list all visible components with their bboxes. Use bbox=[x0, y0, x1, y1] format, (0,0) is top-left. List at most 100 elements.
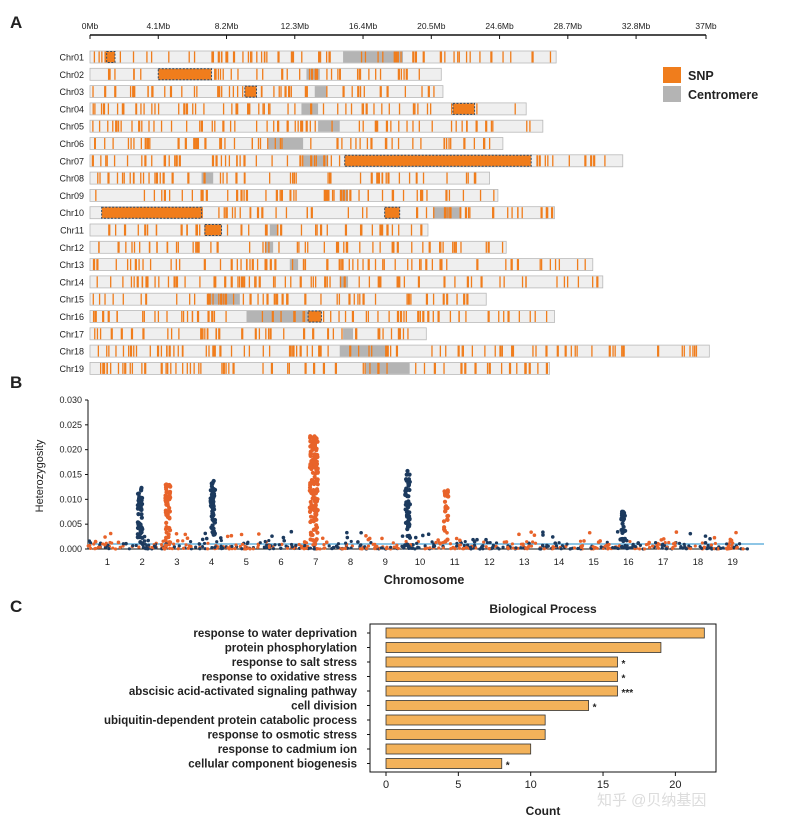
snp-mark bbox=[140, 68, 142, 80]
snp-dense-region bbox=[101, 206, 203, 219]
scatter-point bbox=[308, 439, 313, 444]
scatter-point bbox=[656, 545, 660, 550]
scatter-point bbox=[152, 544, 157, 548]
snp-mark bbox=[357, 345, 360, 357]
scatter-point bbox=[453, 547, 457, 551]
snp-mark bbox=[217, 68, 220, 80]
scatter-point bbox=[356, 540, 360, 544]
snp-mark bbox=[453, 241, 456, 253]
snp-mark bbox=[388, 103, 390, 115]
scatter-point bbox=[663, 540, 667, 545]
scatter-point bbox=[209, 484, 214, 489]
snp-mark bbox=[367, 259, 370, 271]
snp-mark bbox=[280, 189, 284, 201]
scatter-point bbox=[428, 546, 432, 550]
scatter-point bbox=[344, 541, 348, 545]
snp-mark bbox=[140, 172, 142, 184]
snp-mark bbox=[228, 86, 231, 98]
snp-mark bbox=[116, 103, 119, 115]
snp-mark bbox=[147, 86, 149, 98]
snp-mark bbox=[440, 51, 443, 63]
snp-mark bbox=[293, 172, 296, 184]
chromosome-bar bbox=[89, 67, 442, 81]
scatter-point bbox=[384, 546, 389, 551]
snp-mark bbox=[94, 138, 96, 149]
snp-mark bbox=[420, 259, 422, 271]
scatter-point bbox=[364, 534, 368, 538]
snp-mark bbox=[266, 259, 268, 271]
scatter-point bbox=[206, 541, 210, 545]
snp-mark bbox=[240, 224, 242, 236]
snp-mark bbox=[411, 259, 413, 271]
snp-mark bbox=[94, 138, 96, 149]
scatter-point bbox=[603, 544, 607, 548]
snp-mark bbox=[272, 276, 275, 288]
snp-mark bbox=[232, 86, 235, 98]
snp-mark bbox=[604, 155, 606, 167]
scatter-point bbox=[167, 509, 173, 514]
scatter-point bbox=[138, 528, 143, 533]
scatter-point bbox=[729, 538, 734, 543]
snp-mark bbox=[140, 293, 142, 305]
snp-mark bbox=[383, 259, 385, 271]
snp-mark bbox=[358, 120, 361, 132]
scatter-point bbox=[136, 505, 141, 511]
snp-mark bbox=[359, 86, 362, 98]
scatter-point bbox=[407, 533, 412, 539]
snp-mark bbox=[447, 207, 449, 219]
scatter-point bbox=[136, 491, 141, 496]
snp-mark bbox=[288, 362, 290, 374]
snp-mark bbox=[463, 293, 466, 305]
scatter-point bbox=[591, 545, 595, 549]
chromosome-bar bbox=[89, 171, 490, 185]
y-tick-label: 0.020 bbox=[59, 445, 82, 455]
snp-mark bbox=[266, 293, 269, 305]
snp-mark bbox=[352, 259, 354, 271]
snp-mark bbox=[286, 120, 289, 132]
scatter-point bbox=[366, 544, 371, 548]
snp-mark bbox=[320, 293, 322, 305]
scatter-point bbox=[582, 539, 586, 543]
snp-mark bbox=[393, 241, 395, 253]
snp-mark bbox=[494, 345, 496, 357]
scatter-point bbox=[345, 530, 349, 535]
snp-mark bbox=[695, 345, 697, 357]
snp-mark bbox=[312, 362, 316, 374]
snp-mark bbox=[350, 138, 352, 149]
snp-mark bbox=[262, 293, 264, 305]
scatter-point bbox=[445, 517, 450, 522]
snp-mark bbox=[592, 276, 594, 288]
scatter-point bbox=[271, 547, 276, 551]
x-tick-label: 16 bbox=[623, 557, 634, 568]
snp-mark bbox=[344, 224, 348, 236]
snp-mark bbox=[385, 345, 388, 357]
snp-mark bbox=[268, 345, 271, 357]
scatter-point bbox=[631, 542, 635, 546]
scatter-point bbox=[244, 547, 248, 551]
snp-mark bbox=[155, 224, 158, 236]
snp-mark bbox=[206, 293, 210, 305]
centromere-block bbox=[246, 311, 309, 322]
snp-mark bbox=[393, 51, 396, 63]
snp-mark bbox=[363, 293, 365, 305]
snp-mark bbox=[315, 68, 318, 80]
chromosome-track bbox=[89, 240, 507, 254]
snp-mark bbox=[462, 345, 464, 357]
snp-mark bbox=[219, 259, 222, 271]
snp-mark bbox=[284, 86, 287, 98]
snp-mark bbox=[200, 328, 203, 340]
snp-mark bbox=[119, 51, 122, 63]
snp-mark bbox=[329, 51, 331, 63]
snp-mark bbox=[510, 51, 512, 63]
snp-mark bbox=[167, 276, 170, 288]
scatter-point bbox=[436, 538, 440, 542]
snp-mark bbox=[106, 362, 108, 374]
snp-mark bbox=[372, 241, 374, 253]
snp-mark bbox=[254, 328, 257, 340]
snp-mark bbox=[584, 259, 586, 271]
chromosome-track bbox=[89, 50, 557, 64]
category-label: cell division bbox=[291, 701, 357, 713]
scatter-point bbox=[551, 545, 555, 549]
snp-mark bbox=[623, 345, 625, 357]
